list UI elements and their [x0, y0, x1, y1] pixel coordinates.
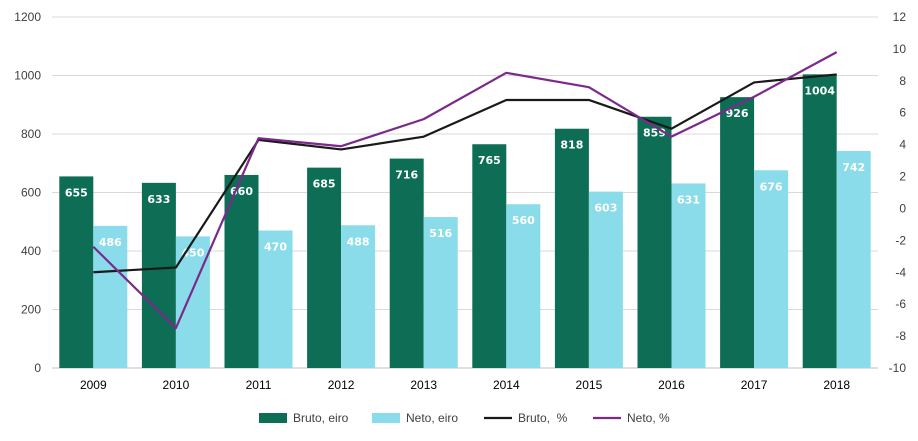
x-tick-label: 2013	[410, 378, 437, 392]
bar	[671, 183, 706, 368]
y-axis-left: 0 200 400 600 800 1000 1200	[14, 10, 41, 375]
data-label: 603	[594, 202, 617, 215]
x-tick-label: 2018	[823, 378, 850, 392]
data-label: 488	[347, 235, 370, 248]
legend: Bruto, eiro Neto, eiro Bruto, % Neto, %	[259, 411, 670, 425]
bar	[59, 176, 94, 368]
data-label: 926	[726, 107, 749, 120]
y-left-tick-label: 600	[21, 186, 41, 200]
bar	[754, 170, 789, 368]
y-right-tick-label: 0	[899, 201, 906, 215]
y-right-tick-label: 6	[899, 106, 906, 120]
y-right-tick-label: -10	[889, 361, 907, 375]
y-right-tick-label: 2	[899, 170, 906, 184]
y-left-tick-label: 200	[21, 303, 41, 317]
legend-label: Bruto, eiro	[293, 411, 349, 425]
data-label: 716	[395, 169, 418, 182]
data-label: 633	[147, 193, 170, 206]
x-tick-label: 2012	[328, 378, 355, 392]
data-label: 655	[65, 186, 88, 199]
bar	[637, 116, 672, 369]
data-label: 560	[512, 214, 535, 227]
bar	[307, 167, 342, 368]
bar	[720, 97, 755, 369]
bar	[389, 158, 424, 368]
y-right-tick-label: -2	[895, 233, 906, 247]
y-left-tick-label: 800	[21, 127, 41, 141]
data-label: 685	[313, 178, 336, 191]
data-label: 631	[677, 193, 700, 206]
bar	[341, 225, 376, 368]
lines	[92, 51, 838, 330]
x-tick-label: 2009	[80, 378, 107, 392]
data-label: 470	[264, 241, 287, 254]
x-tick-label: 2010	[163, 378, 190, 392]
bar	[836, 150, 871, 368]
y-right-tick-label: 8	[899, 74, 906, 88]
bar	[224, 174, 259, 368]
bar	[506, 204, 541, 368]
y-right-tick-label: -4	[895, 265, 906, 279]
data-label: 676	[760, 180, 783, 193]
data-label: 486	[99, 236, 122, 249]
data-label: 818	[560, 139, 583, 152]
bar	[258, 230, 293, 368]
y-right-tick-label: -6	[895, 297, 906, 311]
legend-swatch	[259, 413, 287, 423]
bar	[141, 182, 176, 368]
series-line	[92, 51, 838, 330]
y-right-tick-label: -8	[895, 329, 906, 343]
x-tick-label: 2015	[576, 378, 603, 392]
data-label: 859	[643, 127, 666, 140]
legend-label: Neto, %	[627, 411, 670, 425]
bar	[554, 128, 589, 368]
y-left-tick-label: 0	[34, 361, 41, 375]
x-axis: 2009 2010 2011 2012 2013 2014 2015 2016 2017 2018	[80, 378, 850, 392]
bar	[802, 74, 837, 368]
bar	[588, 191, 623, 368]
data-label: 742	[842, 161, 865, 174]
legend-label: Neto, eiro	[406, 411, 458, 425]
y-left-tick-label: 400	[21, 244, 41, 258]
x-tick-label: 2016	[658, 378, 685, 392]
bar	[93, 225, 128, 368]
y-right-tick-label: 10	[893, 42, 907, 56]
legend-swatch	[372, 413, 400, 423]
y-right-tick-label: 12	[893, 10, 907, 24]
x-tick-label: 2017	[741, 378, 768, 392]
x-tick-label: 2014	[493, 378, 520, 392]
y-axis-right: -10 -8 -6 -4 -2 0 2 4 6 8 10 12	[889, 10, 907, 375]
data-label: 1004	[804, 84, 835, 97]
legend-label: Bruto, %	[518, 411, 568, 425]
y-left-tick-label: 1200	[14, 10, 41, 24]
bar	[472, 144, 507, 368]
x-tick-label: 2011	[246, 378, 272, 392]
data-label: 765	[478, 154, 501, 167]
bar	[423, 217, 458, 368]
data-label: 516	[429, 227, 452, 240]
y-right-tick-label: 4	[899, 138, 906, 152]
series-line	[93, 73, 837, 274]
y-left-tick-label: 1000	[14, 69, 41, 83]
